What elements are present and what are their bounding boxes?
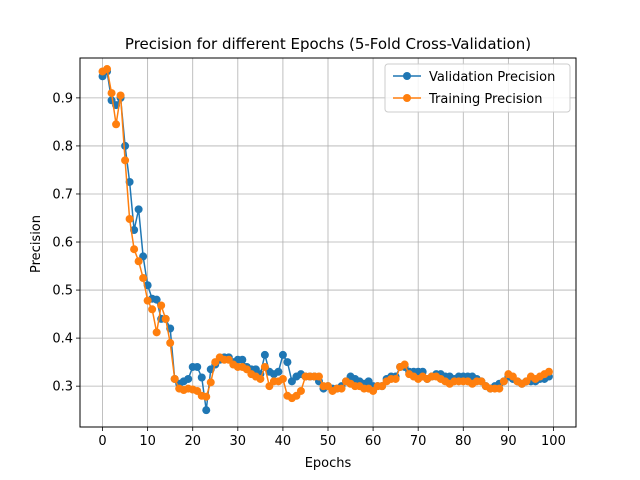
x-tick-label: 50 — [320, 434, 337, 449]
series-line — [102, 68, 550, 399]
data-point — [278, 350, 287, 359]
x-tick-label: 10 — [139, 434, 156, 449]
data-point — [103, 65, 112, 74]
data-point — [260, 362, 269, 371]
legend-item: Training Precision — [393, 92, 542, 107]
x-axis: 0 10 20 30 40 50 60 70 80 90 100 — [98, 427, 566, 449]
legend-item: Validation Precision — [393, 70, 555, 85]
x-tick-label: 20 — [184, 434, 201, 449]
data-point — [202, 406, 211, 415]
data-point — [184, 374, 193, 383]
data-point — [152, 295, 161, 304]
legend: Validation Precision Training Precision — [384, 63, 571, 113]
grid — [80, 58, 576, 427]
data-point — [238, 355, 247, 364]
y-tick-label: 0.8 — [52, 139, 73, 154]
data-point — [314, 372, 323, 381]
data-point — [139, 274, 148, 283]
x-tick-label: 90 — [500, 434, 517, 449]
data-point — [107, 89, 116, 98]
data-point — [152, 328, 161, 337]
legend-label: Validation Precision — [429, 70, 555, 85]
data-point — [278, 374, 287, 383]
data-point — [134, 257, 143, 266]
data-point — [134, 205, 143, 214]
x-tick-label: 30 — [230, 434, 247, 449]
data-point — [148, 305, 157, 314]
data-point — [197, 373, 206, 382]
legend-box — [384, 63, 571, 113]
data-point — [193, 362, 202, 371]
data-point — [143, 296, 152, 305]
plot-area — [98, 65, 553, 415]
legend-marker — [403, 72, 411, 80]
data-point — [166, 338, 175, 347]
x-tick-label: 100 — [541, 434, 566, 449]
data-point — [202, 392, 211, 401]
data-point — [121, 156, 130, 165]
data-point — [161, 314, 170, 323]
data-point — [296, 386, 305, 395]
data-point — [206, 378, 215, 387]
series-line — [102, 70, 550, 411]
data-point — [499, 377, 508, 386]
y-tick-label: 0.3 — [52, 380, 73, 395]
y-axis-label: Precision — [29, 215, 44, 273]
x-axis-label: Epochs — [305, 456, 352, 471]
series-training — [98, 65, 553, 403]
data-point — [121, 141, 130, 150]
data-point — [337, 384, 346, 393]
y-tick-label: 0.4 — [52, 332, 73, 347]
data-point — [544, 367, 553, 376]
y-tick-label: 0.7 — [52, 187, 73, 202]
x-tick-label: 40 — [275, 434, 292, 449]
data-point — [125, 214, 134, 223]
data-point — [260, 350, 269, 359]
data-point — [391, 374, 400, 383]
y-tick-label: 0.5 — [52, 284, 73, 299]
legend-label: Training Precision — [428, 92, 542, 107]
data-point — [400, 360, 409, 369]
series-validation — [98, 67, 553, 415]
y-tick-label: 0.6 — [52, 236, 73, 251]
y-axis: 0.3 0.4 0.5 0.6 0.7 0.8 0.9 — [52, 91, 80, 395]
chart-title: Precision for different Epochs (5-Fold C… — [125, 35, 531, 53]
data-point — [170, 374, 179, 383]
x-tick-label: 70 — [410, 434, 427, 449]
data-point — [256, 374, 265, 383]
x-tick-label: 60 — [365, 434, 382, 449]
data-point — [130, 245, 139, 254]
data-point — [274, 367, 283, 376]
legend-marker — [403, 94, 411, 102]
data-point — [495, 384, 504, 393]
data-point — [116, 91, 125, 100]
x-tick-label: 0 — [98, 434, 106, 449]
data-point — [157, 301, 166, 310]
x-tick-label: 80 — [455, 434, 472, 449]
data-point — [283, 358, 292, 367]
data-point — [112, 120, 121, 129]
y-tick-label: 0.9 — [52, 91, 73, 106]
